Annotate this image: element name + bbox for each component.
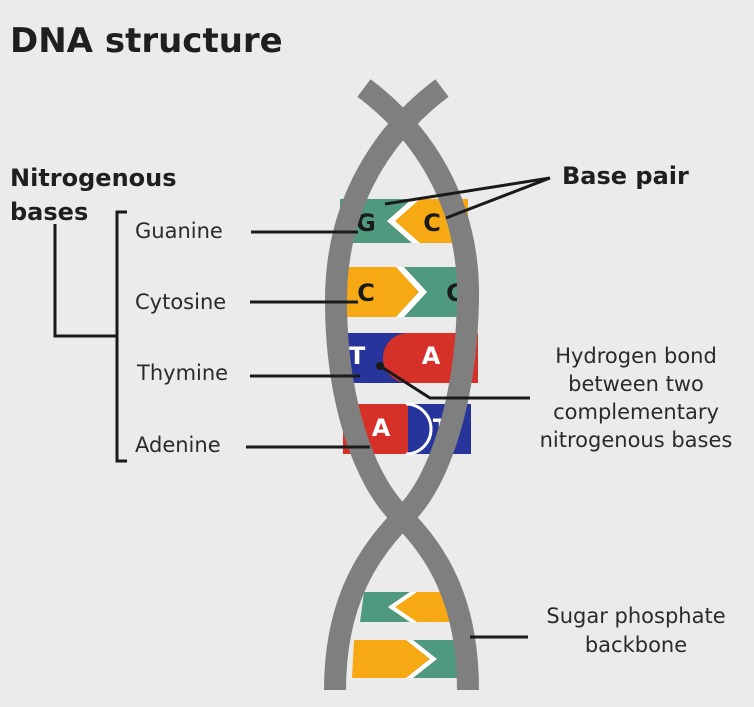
backbone-label: Sugar phosphate backbone <box>546 604 725 657</box>
nitrogenous-bases-heading-line1: Nitrogenous <box>10 164 177 192</box>
bases-bracket <box>53 210 127 463</box>
white-divider <box>388 592 417 622</box>
guanine-block <box>360 592 410 622</box>
base-pair-pointer-2 <box>445 176 551 220</box>
label-guanine: Guanine <box>135 219 223 243</box>
label-cytosine: Cytosine <box>135 290 226 314</box>
cytosine-block <box>352 640 430 678</box>
backbone-label-line1: Sugar phosphate <box>546 604 725 628</box>
diagram-title: DNA structure <box>10 21 283 61</box>
label-adenine: Adenine <box>135 433 221 457</box>
base-pair-lower-1 <box>360 592 450 622</box>
base-letter-a: A <box>422 342 441 370</box>
base-letter-a: A <box>372 414 391 442</box>
hydrogen-bond-label: Hydrogen bond between two complementary … <box>540 344 733 452</box>
base-letter-t: T <box>349 342 366 370</box>
white-divider <box>405 402 433 456</box>
backbone-strand-left <box>324 79 480 691</box>
nitrogenous-bases-heading-line2: bases <box>10 198 88 226</box>
white-divider <box>396 267 427 317</box>
label-thymine: Thymine <box>136 361 228 385</box>
backbone-label-line2: backbone <box>585 633 687 657</box>
cytosine-block <box>335 267 419 317</box>
hydrogen-bond-label-line2: between two <box>568 372 704 396</box>
backbone-strand-right <box>324 79 479 691</box>
hydrogen-bond-label-line1: Hydrogen bond <box>555 344 717 368</box>
base-letter-c: C <box>423 209 441 237</box>
hydrogen-bond-label-line3: complementary <box>553 400 719 424</box>
hydrogen-bond-label-line4: nitrogenous bases <box>540 428 733 452</box>
base-pair-pointer-1 <box>384 176 551 206</box>
white-divider <box>406 640 437 678</box>
hydrogen-bond-pointer <box>379 364 530 400</box>
base-pair-label: Base pair <box>562 162 689 190</box>
base-pair-lower-2 <box>352 640 458 678</box>
base-letter-c: C <box>357 279 375 307</box>
sugar-phosphate-backbone <box>324 79 480 691</box>
base-letter-g: G <box>356 209 376 237</box>
white-divider <box>387 199 420 243</box>
